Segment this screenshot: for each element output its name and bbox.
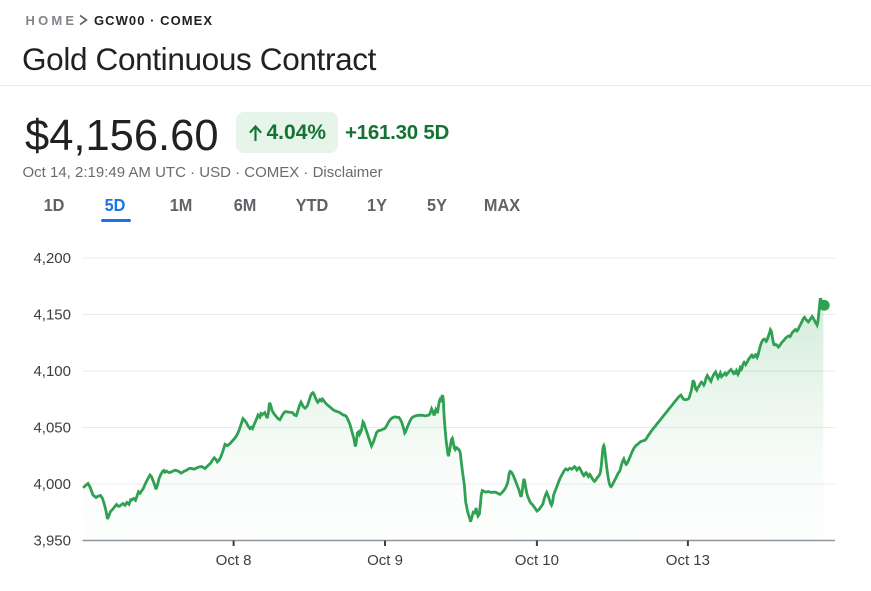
svg-text:3,950: 3,950 — [33, 533, 71, 550]
svg-text:4,100: 4,100 — [33, 363, 71, 380]
svg-text:4,200: 4,200 — [33, 250, 71, 267]
svg-text:4,150: 4,150 — [33, 307, 71, 324]
svg-text:Oct 10: Oct 10 — [515, 552, 559, 569]
svg-text:4,050: 4,050 — [33, 420, 71, 437]
svg-text:Oct 13: Oct 13 — [666, 552, 710, 569]
svg-text:Oct 8: Oct 8 — [216, 552, 252, 569]
svg-text:4,000: 4,000 — [33, 476, 71, 493]
svg-text:Oct 9: Oct 9 — [367, 552, 403, 569]
